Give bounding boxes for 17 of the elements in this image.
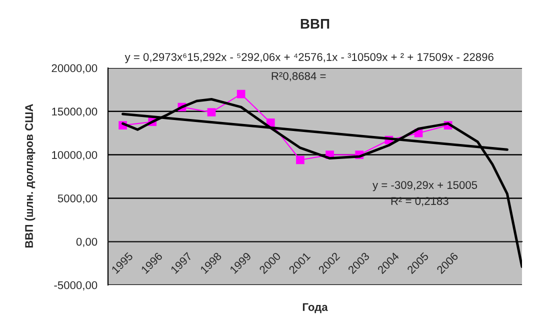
annotation: R²0,8684 = [272, 72, 326, 82]
y-tick-label: 0,00 [76, 238, 98, 248]
y-tick-label: -5000,00 [54, 281, 98, 290]
point [266, 118, 275, 127]
y-tick-label: 20000,00 [52, 64, 98, 74]
point [236, 90, 246, 98]
y-tick-label: 15000,00 [52, 108, 98, 117]
point [207, 108, 216, 116]
y-tick-label: 10000,00 [52, 151, 98, 160]
x-axis-title: Года [302, 303, 328, 314]
annotation: R² = 0,2183 [391, 197, 448, 206]
chart-title: ВВП [300, 19, 330, 29]
text: y = 0,2973x⁶15,292x - ⁵292,06x + ⁴2576,1x - ³10509x + ² + 17509x - 22896 [124, 53, 494, 64]
annotation: y = -309,29x + 15005 [372, 181, 478, 192]
y-axis-title: ВВП (шлн. долларов США [24, 104, 36, 248]
y-tick-label: 5000,00 [58, 194, 98, 204]
point [296, 156, 304, 164]
